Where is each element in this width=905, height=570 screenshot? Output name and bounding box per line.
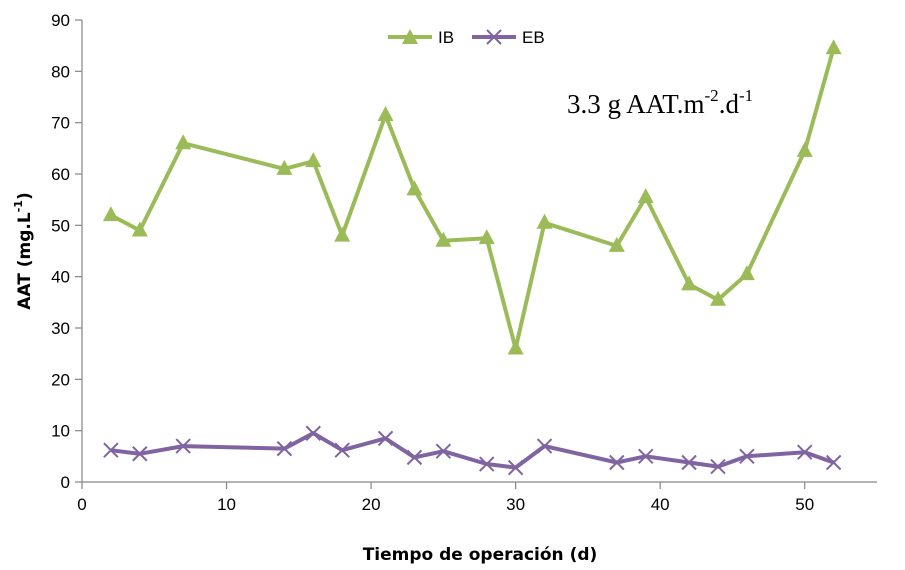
y-tick-label: 0 [61, 473, 70, 492]
y-tick-label: 40 [51, 268, 70, 287]
data-point-ib [681, 275, 698, 291]
data-point-eb [536, 438, 553, 454]
data-point-eb [377, 430, 394, 447]
data-point-eb [334, 442, 350, 458]
x-tick-label: 30 [506, 495, 525, 514]
data-point-ib [710, 290, 726, 306]
y-axis-title-end: ) [15, 192, 35, 200]
x-tick-label: 10 [217, 495, 236, 514]
annotation-mid: .d [719, 89, 740, 119]
data-point-ib [175, 134, 192, 150]
y-tick-label: 60 [51, 165, 70, 184]
y-tick-label: 20 [51, 370, 70, 389]
data-point-ib [796, 141, 813, 157]
data-point-ib [377, 105, 394, 121]
legend-item-eb: EB [472, 28, 545, 47]
axes [81, 20, 877, 483]
data-point-ib [334, 226, 351, 242]
legend-eb-x-icon [486, 29, 502, 45]
legend-ib-triangle-icon [402, 29, 418, 44]
data-point-eb [175, 438, 191, 454]
data-point-ib [102, 206, 119, 222]
data-point-eb [638, 448, 654, 465]
x-tick-label: 0 [77, 495, 86, 514]
y-tick-label: 50 [51, 216, 70, 235]
chart-annotation: 3.3 g AAT.m-2.d-1 [567, 86, 753, 119]
y-tick-label: 80 [51, 62, 70, 81]
data-point-eb [739, 448, 755, 465]
annotation-main: 3.3 g AAT.m [567, 89, 705, 119]
data-point-eb [797, 444, 813, 460]
data-point-ib [738, 265, 755, 281]
data-point-ib [305, 152, 322, 168]
data-point-eb [276, 440, 293, 457]
data-point-ib [435, 231, 452, 247]
data-point-eb [103, 442, 119, 458]
x-tick-label: 20 [362, 495, 381, 514]
data-point-ib [608, 236, 625, 252]
data-point-ib [637, 188, 654, 204]
y-ticks: 0 10 20 30 40 50 60 70 80 90 [51, 11, 82, 492]
data-point-ib [536, 213, 553, 229]
data-point-eb [507, 459, 524, 476]
y-axis-title: AAT (mg.L-1) [12, 192, 35, 309]
data-point-eb [710, 458, 726, 475]
y-tick-label: 30 [51, 319, 70, 338]
annotation-sup-2: -1 [739, 86, 753, 105]
legend: IB EB [388, 28, 545, 47]
series-line-eb [110, 431, 835, 470]
data-point-eb [609, 454, 625, 471]
data-point-ib [478, 229, 495, 245]
data-point-eb [479, 456, 495, 472]
data-point-ib [406, 180, 423, 196]
legend-eb-label: EB [522, 28, 545, 47]
x-ticks: 0 10 20 30 40 50 [77, 482, 814, 514]
data-point-eb [435, 443, 452, 459]
series-layer [102, 39, 842, 476]
x-tick-label: 50 [795, 495, 814, 514]
data-point-eb [681, 454, 697, 471]
x-tick-label: 40 [651, 495, 670, 514]
annotation-sup-1: -2 [705, 86, 719, 105]
y-tick-label: 90 [51, 11, 70, 30]
y-tick-label: 10 [51, 422, 70, 441]
data-point-eb [825, 454, 842, 471]
data-point-ib [507, 339, 524, 355]
x-axis-title: Tiempo de operación (d) [363, 545, 598, 565]
legend-item-ib: IB [388, 28, 454, 47]
data-point-ib [825, 39, 842, 55]
data-point-ib [131, 221, 148, 237]
data-point-ib [276, 159, 293, 175]
data-point-eb [305, 425, 321, 441]
data-point-eb [406, 449, 423, 466]
y-tick-label: 70 [51, 114, 70, 133]
y-axis-title-main: AAT (mg.L [15, 212, 35, 310]
y-axis-title-sup: -1 [12, 200, 25, 212]
legend-ib-label: IB [438, 28, 454, 47]
data-point-eb [132, 446, 148, 462]
